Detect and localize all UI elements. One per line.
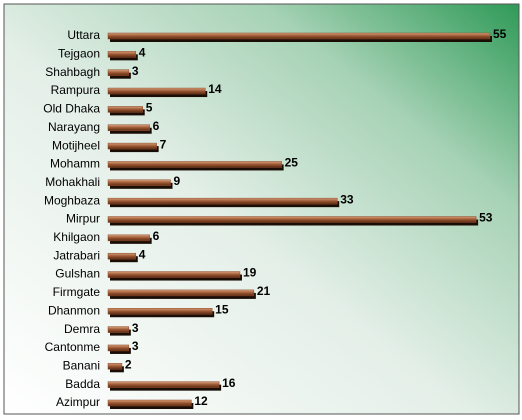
category-label: Gulshan	[55, 267, 100, 281]
category-label: Khilgaon	[53, 230, 100, 244]
value-label: 3	[132, 339, 139, 353]
category-label: Moghbaza	[44, 193, 100, 207]
category-label: Uttara	[67, 28, 100, 42]
value-label: 3	[132, 321, 139, 335]
bar	[107, 289, 255, 297]
bar	[107, 326, 130, 333]
bar	[107, 197, 338, 205]
category-label: Cantonme	[45, 340, 101, 354]
value-label: 19	[243, 266, 257, 280]
bar	[107, 124, 150, 131]
category-label: Narayang	[48, 120, 100, 134]
value-label: 21	[257, 284, 271, 298]
bar	[107, 106, 143, 113]
category-label: Mohakhali	[45, 175, 100, 189]
category-label: Mohamm	[50, 157, 100, 171]
bar	[107, 142, 157, 150]
category-label: Banani	[63, 358, 100, 372]
value-label: 14	[208, 82, 222, 96]
bar	[107, 308, 213, 315]
value-label: 2	[125, 357, 132, 371]
bar	[107, 381, 220, 388]
bar	[107, 216, 477, 223]
category-label: Firmgate	[53, 285, 101, 299]
bar	[107, 234, 150, 242]
bar	[107, 32, 491, 40]
category-label: Rampura	[51, 83, 101, 97]
bar	[107, 51, 137, 58]
category-label: Motijheel	[52, 138, 100, 152]
bar	[107, 69, 130, 76]
value-label: 6	[153, 229, 160, 243]
bar	[107, 344, 130, 352]
value-label: 16	[222, 376, 236, 390]
bar	[107, 399, 192, 407]
value-label: 15	[215, 302, 229, 316]
value-label: 7	[160, 137, 167, 151]
value-label: 12	[194, 394, 208, 408]
bar	[107, 87, 206, 95]
category-label: Azimpur	[56, 395, 100, 409]
category-label: Demra	[64, 322, 100, 336]
value-label: 3	[132, 64, 139, 78]
plot-area	[3, 3, 520, 415]
value-label: 5	[146, 101, 153, 115]
value-label: 6	[153, 119, 160, 133]
category-label: Jatrabari	[53, 248, 100, 262]
bar	[107, 363, 123, 370]
value-label: 9	[174, 174, 181, 188]
value-label: 25	[285, 156, 299, 170]
value-label: 4	[139, 247, 146, 261]
category-label: Dhanmon	[48, 303, 100, 317]
category-label: Shahbagh	[45, 65, 100, 79]
bar	[107, 179, 171, 187]
bar	[107, 161, 282, 168]
category-label: Mirpur	[66, 212, 100, 226]
value-label: 55	[493, 27, 507, 41]
bar	[107, 271, 241, 278]
value-label: 53	[479, 211, 493, 225]
bar	[107, 252, 137, 260]
value-label: 33	[340, 192, 354, 206]
value-label: 4	[139, 46, 146, 60]
category-label: Badda	[65, 377, 100, 391]
category-label: Tejgaon	[58, 47, 100, 61]
category-label: Old Dhaka	[43, 102, 100, 116]
